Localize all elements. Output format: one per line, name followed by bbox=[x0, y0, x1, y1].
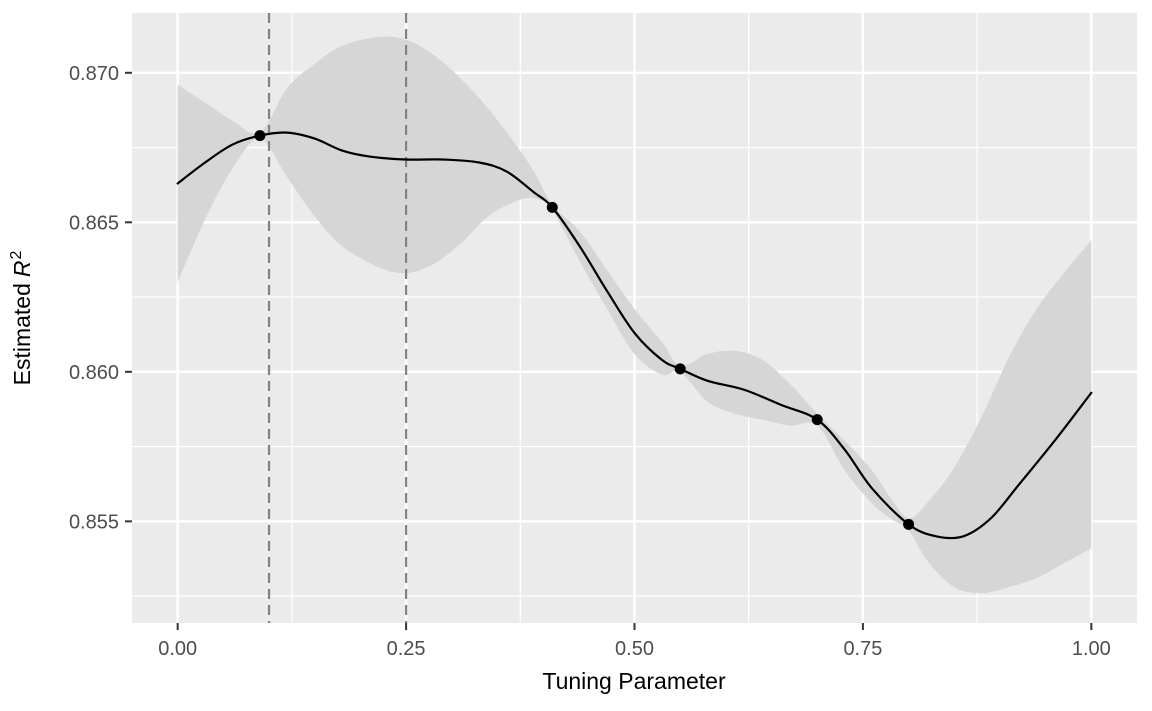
data-points bbox=[254, 130, 915, 530]
y-axis-title: Estimated R2 bbox=[8, 251, 35, 386]
x-tick-label: 0.50 bbox=[615, 638, 654, 660]
y-tick-label: 0.860 bbox=[69, 362, 119, 384]
y-tick-label: 0.870 bbox=[69, 63, 119, 85]
y-axis-tick-labels: 0.870 0.865 0.860 0.855 bbox=[69, 63, 119, 534]
x-axis-title: Tuning Parameter bbox=[542, 668, 726, 694]
dashed-reference-lines bbox=[267, 13, 408, 623]
x-tick-label: 0.25 bbox=[387, 638, 426, 660]
x-tick-label: 1.00 bbox=[1072, 638, 1111, 660]
x-axis-tick-labels: 0.00 0.25 0.50 0.75 1.00 bbox=[158, 638, 1111, 660]
axis-tick-marks bbox=[125, 71, 1093, 630]
data-point bbox=[546, 201, 558, 213]
x-tick-label: 0.00 bbox=[158, 638, 197, 660]
y-axis-title-text: Estimated bbox=[9, 283, 35, 385]
data-point bbox=[811, 414, 823, 426]
smooth-fit-line bbox=[176, 131, 1093, 540]
x-tick-label: 0.75 bbox=[843, 638, 882, 660]
y-axis-title-variable: R bbox=[9, 261, 35, 278]
data-point bbox=[903, 518, 915, 530]
y-axis-title-superscript: 2 bbox=[8, 251, 25, 260]
y-tick-label: 0.855 bbox=[69, 511, 119, 533]
data-point bbox=[254, 130, 266, 142]
data-point bbox=[674, 363, 686, 375]
y-tick-label: 0.865 bbox=[69, 212, 119, 234]
